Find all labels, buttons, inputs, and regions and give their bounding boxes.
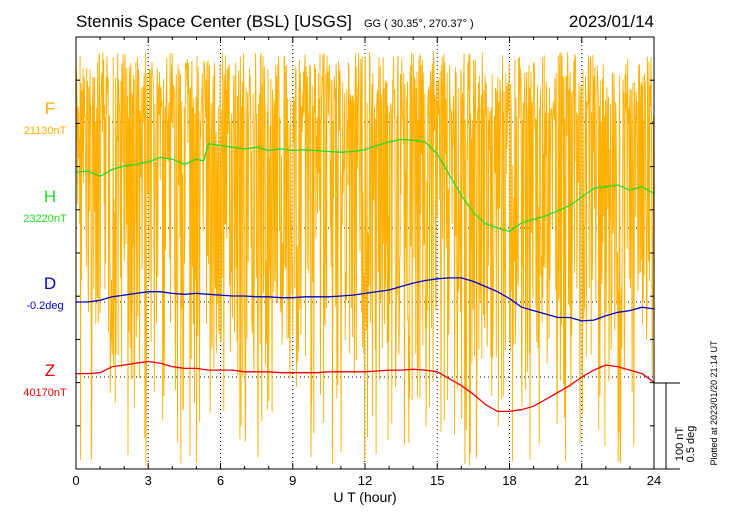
x-tick-label: 0 <box>72 473 79 488</box>
x-tick-label: 3 <box>145 473 152 488</box>
data-series <box>75 52 655 466</box>
plotted-at-note: Plotted at 2023/01/20 21:14 UT <box>709 340 719 466</box>
x-tick-label: 12 <box>358 473 372 488</box>
x-tick-label: 9 <box>289 473 296 488</box>
series-name-d: D <box>44 274 56 293</box>
series-name-f: F <box>45 99 55 118</box>
series-line-f <box>75 52 655 466</box>
series-line-h <box>75 138 655 233</box>
series-name-h: H <box>44 187 56 206</box>
station-title: Stennis Space Center (BSL) [USGS] <box>76 12 352 31</box>
series-baseline-f: 21130nT <box>24 125 67 137</box>
series-labels: F 21130nT H 23220nT D -0.2deg Z 40170nT <box>23 99 67 399</box>
scale-bar-nt-label: 100 nT <box>674 427 686 462</box>
series-line-z <box>76 360 655 413</box>
x-axis-ticks: 0 3 6 9 12 15 18 21 24 <box>72 36 661 488</box>
x-tick-label: 24 <box>647 473 661 488</box>
scale-bar: 100 nT 0.5 deg <box>654 382 697 470</box>
x-axis-label: U T (hour) <box>333 489 396 505</box>
x-tick-label: 21 <box>575 473 589 488</box>
series-baseline-h: 23220nT <box>23 213 67 225</box>
coordinates-label: GG ( 30.35°, 270.37° ) <box>364 18 474 30</box>
x-tick-label: 6 <box>217 473 224 488</box>
series-name-z: Z <box>45 361 55 380</box>
x-tick-label: 15 <box>430 473 444 488</box>
series-baseline-z: 40170nT <box>23 387 67 399</box>
date-label: 2023/01/14 <box>569 12 654 31</box>
x-tick-label: 18 <box>502 473 516 488</box>
scale-bar-deg-label: 0.5 deg <box>685 426 697 463</box>
series-baseline-d: -0.2deg <box>26 300 63 312</box>
series-line-d <box>76 277 655 322</box>
